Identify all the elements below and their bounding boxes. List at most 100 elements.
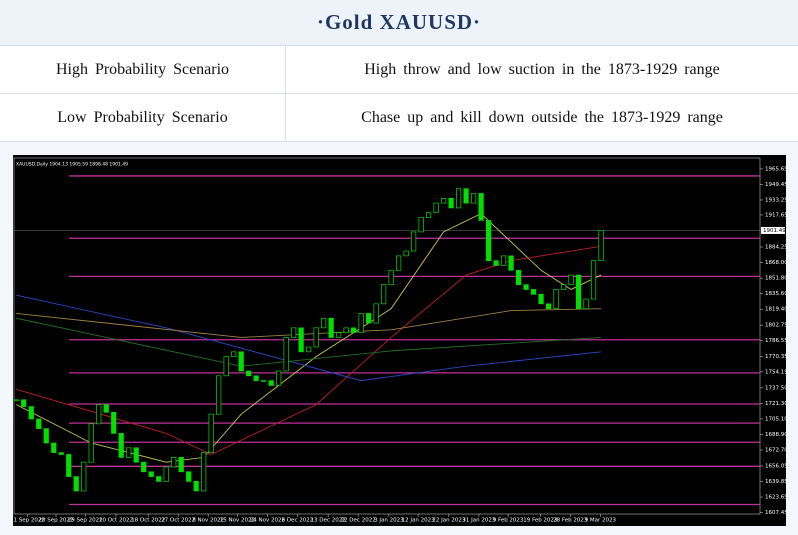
candle xyxy=(358,313,364,333)
candle xyxy=(238,351,244,372)
candle xyxy=(456,188,462,209)
x-tick-label: 22 Dec 2022 xyxy=(341,518,376,524)
plot-frame xyxy=(13,157,761,515)
candle xyxy=(560,284,567,290)
x-tick-label: 22 Jan 2023 xyxy=(432,518,465,524)
candle xyxy=(28,406,34,420)
y-tick-label: 1754.15 xyxy=(765,369,788,375)
moving-average xyxy=(16,294,602,382)
candle xyxy=(96,404,102,425)
cell: High throw and low suction in the 1873-1… xyxy=(285,46,798,94)
x-tick-label: 6 Dec 2022 xyxy=(282,518,314,524)
row: Low Probability Scenario Chase up and kil… xyxy=(0,93,798,142)
candle xyxy=(73,476,79,492)
moving-average xyxy=(16,245,602,456)
candle xyxy=(351,327,357,333)
candle xyxy=(51,442,57,453)
x-tick-label: 10 Oct 2022 xyxy=(99,518,133,524)
x-tick-label: 18 Oct 2022 xyxy=(131,518,165,524)
x-tick-label: 19 Feb 2023 xyxy=(523,518,558,524)
scenario-table: High Probability Scenario High throw and … xyxy=(0,46,798,142)
candle xyxy=(388,269,394,286)
candle xyxy=(193,481,199,492)
candle xyxy=(283,337,289,372)
candle xyxy=(515,269,522,286)
candle xyxy=(598,230,604,262)
candle xyxy=(328,317,334,338)
candle xyxy=(186,471,192,482)
title: ·Gold XAUUSD· xyxy=(0,0,798,46)
candle xyxy=(441,197,447,204)
candle xyxy=(470,193,477,204)
candle xyxy=(575,274,582,310)
moving-average xyxy=(16,213,602,463)
y-tick-label: 1851.80 xyxy=(765,276,788,282)
row: High Probability Scenario High throw and … xyxy=(0,46,798,94)
y-tick-label: 1656.05 xyxy=(765,463,788,469)
candle xyxy=(583,298,589,310)
x-tick-label: 31 Jan 2023 xyxy=(462,518,495,524)
x-tick-label: 3 Jan 2023 xyxy=(374,518,404,524)
x-tick-label: 12 Jan 2023 xyxy=(402,518,435,524)
x-tick-label: 24 Nov 2022 xyxy=(250,518,285,524)
candle xyxy=(126,447,132,458)
candle xyxy=(291,327,297,338)
cell: Chase up and kill down outside the 1873-… xyxy=(285,93,798,142)
candle xyxy=(88,423,94,463)
candle xyxy=(231,351,237,357)
candle xyxy=(366,313,372,324)
candle xyxy=(530,289,537,295)
y-tick-label: 1770.35 xyxy=(765,354,788,360)
y-tick-label: 1835.60 xyxy=(765,291,788,297)
candle xyxy=(148,471,154,477)
candle xyxy=(485,220,492,262)
candle xyxy=(411,231,417,252)
cell: High Probability Scenario xyxy=(0,46,286,94)
candle xyxy=(433,202,439,214)
y-tick-label: 1639.85 xyxy=(765,479,788,485)
x-tick-label: 13 Dec 2022 xyxy=(311,518,346,524)
candle xyxy=(208,413,214,453)
y-tick-label: 1705.10 xyxy=(765,416,788,422)
candle xyxy=(81,461,87,492)
candle xyxy=(343,327,349,333)
candle xyxy=(493,260,499,266)
current-price-label: 1901.49 xyxy=(763,228,786,234)
candle xyxy=(590,260,597,300)
candle xyxy=(545,303,552,310)
current-price-box xyxy=(761,226,785,234)
y-tick-label: 1786.55 xyxy=(765,338,788,344)
candle xyxy=(261,380,267,382)
candle xyxy=(21,399,27,407)
y-tick-label: 1933.25 xyxy=(765,197,788,203)
candle xyxy=(403,250,409,257)
y-tick-label: 1884.25 xyxy=(765,245,788,251)
x-tick-label: 27 Oct 2022 xyxy=(161,518,195,524)
candle xyxy=(306,346,312,353)
candle xyxy=(426,212,432,218)
y-tick-label: 1607.45 xyxy=(765,510,788,516)
candle xyxy=(253,375,259,381)
candle xyxy=(463,188,469,204)
candle xyxy=(58,452,64,455)
chart-background xyxy=(13,155,786,526)
candle xyxy=(276,370,282,386)
candle xyxy=(103,404,109,413)
candle xyxy=(500,255,507,266)
candle xyxy=(478,193,484,221)
candle xyxy=(141,461,147,473)
y-tick-label: 1672.70 xyxy=(765,447,788,453)
candle xyxy=(223,356,229,377)
candle xyxy=(553,289,559,310)
y-tick-label: 1868.00 xyxy=(765,260,788,266)
x-tick-label: 9 Mar 2023 xyxy=(585,518,617,524)
candle xyxy=(298,327,304,353)
moving-average xyxy=(16,308,602,338)
candle xyxy=(43,428,49,444)
cell: Low Probability Scenario xyxy=(0,93,286,142)
x-tick-label: 8 Nov 2022 xyxy=(192,518,224,524)
candle xyxy=(538,293,544,305)
candle xyxy=(418,217,424,233)
y-tick-label: 1737.50 xyxy=(765,385,788,391)
candle xyxy=(118,433,124,458)
